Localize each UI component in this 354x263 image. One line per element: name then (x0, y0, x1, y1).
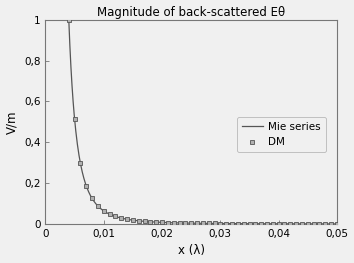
DM (317, 222, 321, 225)
DM (253, 222, 257, 225)
Line: Mie series: Mie series (69, 20, 337, 224)
DM (148, 220, 153, 223)
DM (212, 222, 217, 225)
DM (102, 209, 106, 213)
DM (300, 222, 304, 225)
DM (288, 222, 292, 225)
DM (154, 221, 158, 224)
DM (131, 219, 135, 222)
Mie series (67, 18, 71, 21)
Mie series (335, 222, 339, 225)
DM (259, 222, 263, 225)
DM (329, 222, 333, 225)
DM (323, 222, 327, 225)
DM (166, 221, 170, 224)
DM (108, 213, 112, 216)
DM (113, 215, 118, 218)
DM (119, 216, 124, 220)
DM (78, 162, 82, 165)
DM (265, 222, 269, 225)
Mie series (196, 222, 200, 225)
Mie series (226, 222, 230, 225)
DM (247, 222, 252, 225)
DM (183, 221, 188, 225)
DM (335, 222, 339, 225)
X-axis label: x (λ): x (λ) (178, 244, 205, 257)
Mie series (194, 222, 198, 225)
Mie series (212, 222, 216, 225)
DM (177, 221, 182, 225)
DM (96, 205, 100, 208)
DM (224, 222, 228, 225)
DM (160, 221, 164, 224)
DM (172, 221, 176, 224)
DM (142, 220, 147, 223)
DM (306, 222, 310, 225)
DM (271, 222, 275, 225)
DM (294, 222, 298, 225)
DM (84, 184, 88, 188)
DM (282, 222, 287, 225)
Title: Magnitude of back-scattered Eθ: Magnitude of back-scattered Eθ (97, 6, 285, 19)
DM (207, 222, 211, 225)
DM (201, 222, 205, 225)
Line: DM: DM (66, 17, 339, 226)
DM (312, 222, 316, 225)
DM (276, 222, 281, 225)
DM (137, 219, 141, 222)
DM (73, 118, 77, 121)
DM (67, 18, 71, 21)
DM (90, 197, 94, 200)
DM (195, 222, 199, 225)
DM (230, 222, 234, 225)
Mie series (329, 222, 333, 225)
DM (241, 222, 246, 225)
Y-axis label: V/m: V/m (6, 110, 18, 134)
DM (236, 222, 240, 225)
Mie series (286, 222, 291, 225)
Legend: Mie series, DM: Mie series, DM (237, 117, 326, 153)
DM (189, 222, 193, 225)
DM (218, 222, 222, 225)
DM (125, 218, 129, 221)
